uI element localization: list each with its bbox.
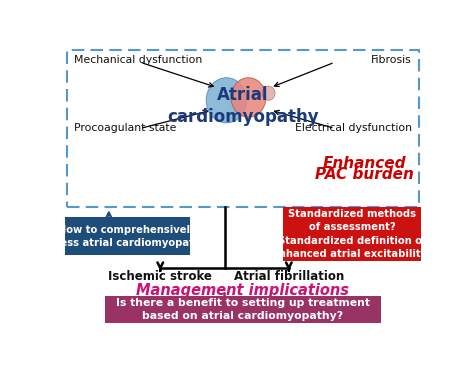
Ellipse shape	[262, 86, 275, 100]
Text: Fibrosis: Fibrosis	[371, 55, 412, 65]
FancyBboxPatch shape	[283, 208, 421, 234]
Text: Mechanical dysfunction: Mechanical dysfunction	[74, 55, 202, 65]
Text: Ischemic stroke: Ischemic stroke	[109, 270, 212, 283]
Text: Electrical dysfunction: Electrical dysfunction	[295, 123, 412, 134]
Ellipse shape	[231, 78, 266, 117]
Text: Procoagulant state: Procoagulant state	[74, 123, 176, 134]
Text: Atrial: Atrial	[217, 86, 269, 104]
FancyBboxPatch shape	[105, 296, 381, 323]
Text: How to comprehensively
assess atrial cardiomyopathy?: How to comprehensively assess atrial car…	[42, 225, 213, 248]
Text: Enhanced: Enhanced	[322, 156, 406, 171]
FancyBboxPatch shape	[65, 217, 190, 255]
Text: Atrial fibrillation: Atrial fibrillation	[234, 270, 344, 283]
FancyBboxPatch shape	[283, 234, 421, 261]
Text: cardiomyopathy: cardiomyopathy	[167, 108, 319, 126]
Text: Standardized methods
of assessment?: Standardized methods of assessment?	[288, 209, 416, 232]
Text: Standardized definition of
enhanced atrial excitability?: Standardized definition of enhanced atri…	[272, 236, 433, 259]
Text: PAC burden: PAC burden	[315, 168, 414, 183]
Ellipse shape	[206, 78, 246, 123]
Text: Management implications: Management implications	[137, 283, 349, 298]
Text: Is there a benefit to setting up treatment
based on atrial cardiomyopathy?: Is there a benefit to setting up treatme…	[116, 298, 370, 321]
